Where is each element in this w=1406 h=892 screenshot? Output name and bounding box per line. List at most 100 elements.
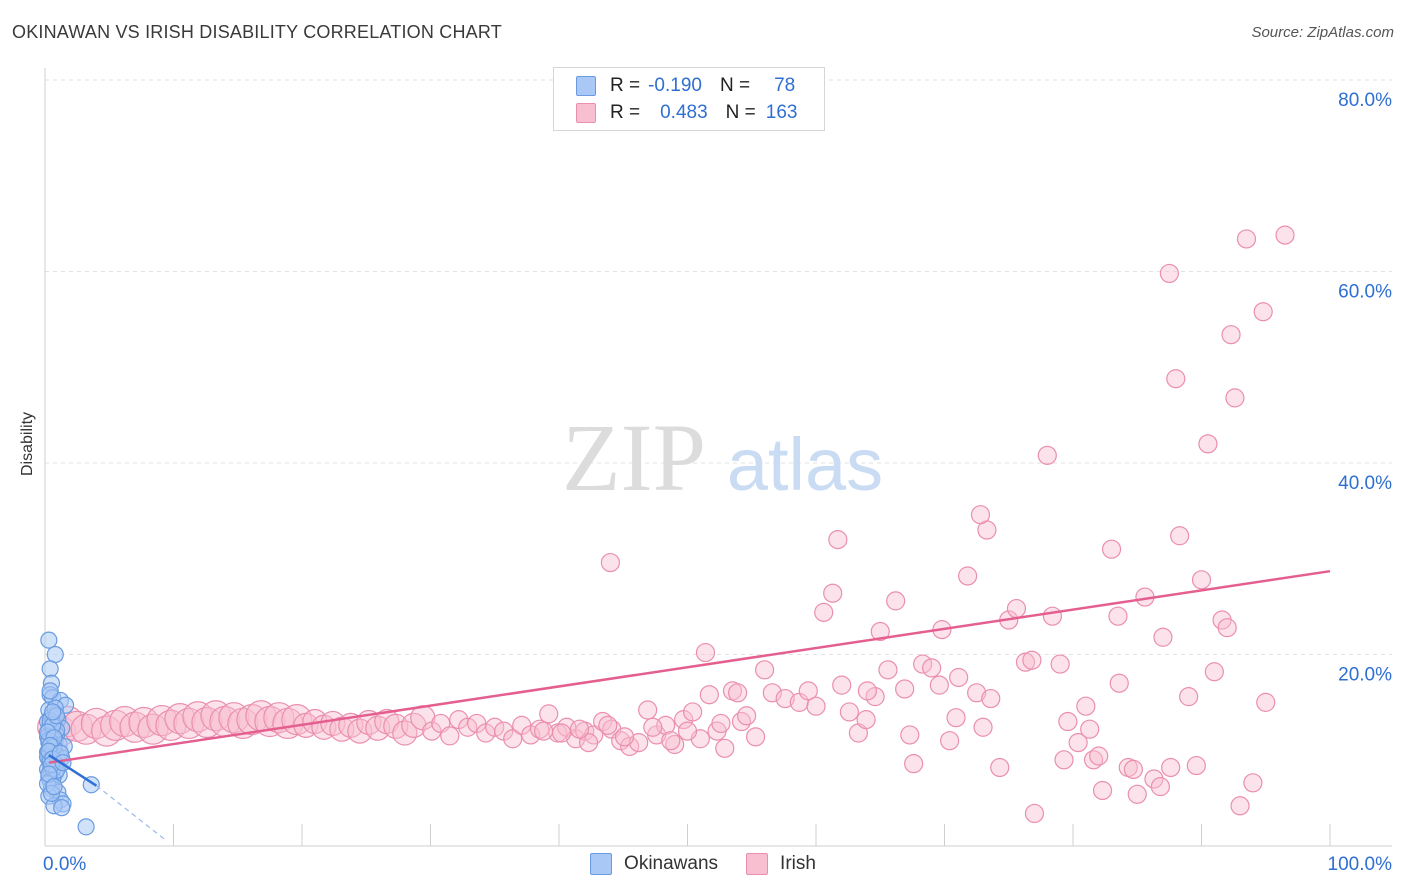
irish-point [970,505,991,525]
irish-point [1054,750,1074,770]
irish-point [1006,598,1027,619]
irish-point [1037,445,1057,465]
series-label-irish: Irish [780,853,816,874]
irish-point [775,688,795,709]
irish-point [1024,803,1045,824]
source-label: Source: ZipAtlas.com [1251,24,1394,41]
irish-point [677,721,698,741]
watermark: ZIP atlas [562,404,883,511]
irish-point [1275,225,1295,245]
irish-point [886,591,906,611]
irish-point [1058,711,1078,732]
irish-point [1123,759,1143,780]
irish-point [173,707,205,740]
okinawan-trend-line [48,753,98,787]
irish-point [1243,773,1263,793]
irish-point [600,552,621,573]
legend-r-label: R = [610,102,641,123]
okinawan-point [77,818,95,836]
irish-point [695,642,716,663]
irish-point [629,732,649,753]
irish-point [870,621,890,642]
irish-point [1050,654,1070,674]
irish-point [91,715,123,747]
irish-point [643,717,663,737]
irish-point [1083,750,1104,770]
irish-point [1092,780,1113,801]
irish-point [946,708,966,728]
irish-point [614,727,635,747]
series-legend-okinawans[interactable]: Okinawans [590,853,718,875]
legend-r-value: 0.483 [660,102,708,123]
irish-point [922,658,942,678]
okinawan-point [53,799,71,817]
irish-point [119,711,151,743]
okinawan-points [38,631,100,836]
irish-point [1076,696,1096,716]
irish-point [1068,732,1088,753]
irish-point [638,700,658,720]
irish-point [1153,627,1173,647]
irish-point [715,738,735,758]
irish-point [746,727,766,747]
irish-point [1161,757,1181,778]
irish-point [839,702,860,722]
irish-point [1042,606,1063,626]
irish-point [539,704,559,724]
irish-point [440,726,460,746]
irish-point [929,675,949,695]
irish-point [164,703,196,735]
irish-point [182,701,214,733]
irish-point [990,757,1010,778]
okinawan-point [41,660,59,678]
irish-point [900,725,920,745]
legend-n-label: N = [725,102,756,123]
series-label-okinawans: Okinawans [624,853,719,874]
irish-point [857,681,878,701]
series-legend-irish[interactable]: Irish [746,853,816,875]
irish-point [1225,388,1245,408]
legend-swatch-okinawans [576,76,596,96]
irish-point [699,685,719,705]
irish-point [569,719,590,739]
irish-point [383,713,409,739]
irish-point [1170,526,1190,546]
y-tick-label: 20.0% [1338,665,1392,686]
okinawan-point [40,631,58,649]
irish-point [200,700,232,732]
irish-point [856,710,876,730]
okinawan-point [46,645,64,664]
irish-point [904,754,924,774]
irish-point [711,713,731,734]
series-swatch-okinawans [590,853,613,875]
irish-point [1236,229,1257,249]
irish-point [940,731,960,751]
irish-point [1204,662,1224,682]
irish-point [1108,606,1128,626]
irish-point [958,566,978,586]
irish-point [146,704,178,737]
y-tick-label: 60.0% [1338,282,1392,303]
irish-point [598,715,618,735]
okinawan-point [45,778,63,796]
series-swatch-irish [746,853,769,875]
legend-row-okinawans: R = -0.190 N = 78 [576,73,795,99]
irish-point [533,721,554,741]
series-legend: Okinawans Irish [0,853,1406,875]
legend-n-value: 78 [774,75,796,96]
irish-point [737,706,757,726]
legend-n-value: 163 [765,102,798,123]
irish-trend-line [48,569,1331,764]
irish-point [967,683,987,703]
irish-point [865,687,885,707]
irish-point [1150,777,1170,797]
okinawan-point [44,703,62,721]
irish-point [128,706,160,739]
irish-point [683,702,703,722]
irish-point [236,704,268,736]
legend-row-irish: R = 0.483 N = 163 [576,100,797,126]
irish-points [37,225,1295,824]
irish-point [665,734,685,755]
irish-point [1217,618,1237,638]
